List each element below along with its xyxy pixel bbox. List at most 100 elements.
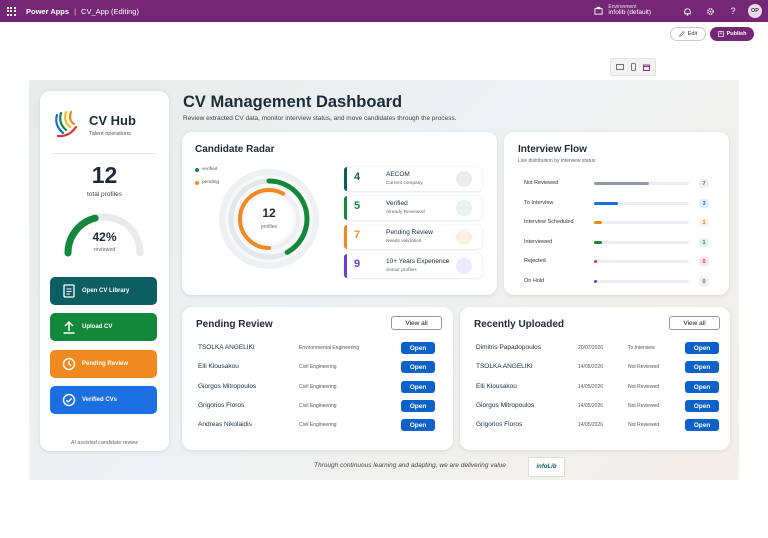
calendar-view-button[interactable]	[642, 63, 651, 72]
environment-icon	[594, 6, 603, 17]
edit-button[interactable]: Edit	[670, 27, 706, 41]
sidebar-subtitle: Talent operations	[89, 131, 131, 137]
help-icon: ?	[730, 6, 736, 16]
bell-icon	[683, 7, 691, 16]
flow-row-label: On Hold	[524, 278, 545, 284]
stat-pending-value: 7	[354, 229, 361, 241]
help-button[interactable]: ?	[722, 0, 744, 22]
flow-row-bar	[594, 202, 618, 205]
stat-card-aecom[interactable]: 4 AECOM Current company	[344, 167, 482, 191]
publish-icon	[717, 31, 724, 37]
stat-experience-sub: Senior profiles	[386, 268, 417, 273]
stat-pending-accent	[344, 225, 347, 249]
upload-date: 14/05/2026	[578, 422, 604, 428]
verified-cvs-button[interactable]: Verified CVs	[50, 386, 157, 414]
candidate-name: Grigorios Floros	[476, 421, 523, 428]
flow-row: Interview Scheduled 1	[524, 218, 714, 228]
waffle-icon	[6, 6, 16, 16]
flow-row-track	[594, 260, 689, 263]
tablet-view-button[interactable]	[615, 63, 624, 72]
calendar-icon	[642, 64, 650, 71]
stat-aecom-indicator	[456, 171, 472, 187]
product-name[interactable]: Power Apps	[26, 6, 70, 16]
open-button[interactable]: Open	[685, 361, 719, 373]
pending-review-button[interactable]: Pending Review	[50, 350, 157, 378]
open-button[interactable]: Open	[401, 419, 435, 431]
open-button[interactable]: Open	[685, 419, 719, 431]
upload-icon	[61, 319, 77, 335]
donut-pending-arc	[238, 188, 300, 250]
flow-row-count: 0	[699, 277, 709, 286]
open-cv-library-label: Open CV Library	[82, 288, 130, 294]
pending-view-all-button[interactable]: View all	[391, 316, 442, 330]
user-avatar[interactable]: OP	[748, 4, 762, 18]
stat-card-pending[interactable]: 7 Pending Review Needs validation	[344, 225, 482, 249]
flow-row-bar	[594, 241, 602, 244]
interview-status: Not Reviewed	[628, 403, 660, 409]
stat-experience-indicator	[456, 258, 472, 274]
open-button[interactable]: Open	[685, 381, 719, 393]
reviewed-percent: 42%	[92, 230, 117, 244]
open-cv-library-button[interactable]: Open CV Library	[50, 277, 157, 305]
open-button[interactable]: Open	[401, 381, 435, 393]
app-launcher-button[interactable]	[0, 0, 22, 22]
page-subtitle: Review extracted CV data, monitor interv…	[183, 115, 457, 122]
flow-row-bar	[594, 182, 649, 185]
recent-view-all-button[interactable]: View all	[669, 316, 720, 330]
open-button[interactable]: Open	[401, 361, 435, 373]
flow-row-count: 1	[699, 218, 709, 227]
phone-icon	[630, 63, 636, 71]
stat-aecom-sub: Current company	[386, 181, 423, 186]
flow-row-label: To Interview	[524, 200, 554, 206]
interview-flow-title: Interview Flow	[518, 144, 587, 155]
flow-row: Rejected 0	[524, 257, 714, 267]
app-title: CV_App (Editing)	[81, 6, 139, 16]
open-button[interactable]: Open	[685, 342, 719, 354]
stat-experience-accent	[344, 254, 347, 278]
reviewed-gauge-fill	[64, 213, 144, 257]
open-button[interactable]: Open	[685, 400, 719, 412]
table-row: TSOLKA ANGELIKI Environmental Engineering…	[182, 342, 453, 354]
flow-row-label: Interviewed	[524, 239, 553, 245]
flow-row-track	[594, 202, 689, 205]
stat-verified-label: Verified	[386, 200, 408, 207]
flow-row-count: 7	[699, 179, 709, 188]
pencil-icon	[678, 31, 685, 37]
phone-view-button[interactable]	[629, 63, 638, 72]
candidate-name: Dimitris Papadopoulos	[476, 344, 542, 351]
candidate-name: Elli Klousakou	[476, 383, 517, 390]
environment-picker[interactable]: Environment infolib (default)	[594, 4, 651, 17]
open-button[interactable]: Open	[401, 400, 435, 412]
notifications-button[interactable]	[676, 0, 698, 22]
stat-card-experience[interactable]: 9 10+ Years Experience Senior profiles	[344, 254, 482, 278]
publish-button[interactable]: Publish	[710, 27, 754, 41]
stat-verified-sub: Already Reviewed	[386, 210, 425, 215]
check-circle-icon	[61, 392, 77, 408]
table-row: Elli Klousakou 14/05/2026 Not Reviewed Open	[460, 381, 730, 393]
gear-icon	[706, 7, 714, 15]
cv-hub-logo	[55, 110, 78, 138]
stat-card-verified[interactable]: 5 Verified Already Reviewed	[344, 196, 482, 220]
recently-uploaded-title: Recently Uploaded	[474, 319, 565, 330]
flow-row-track	[594, 182, 689, 185]
interview-status: Not Reviewed	[628, 384, 660, 390]
open-button[interactable]: Open	[401, 342, 435, 354]
stat-pending-indicator	[456, 229, 472, 245]
candidate-name: Elli Klousakou	[198, 363, 239, 370]
candidate-name: Andreas Nikolaidis	[198, 421, 252, 428]
upload-date: 14/05/2026	[578, 384, 604, 390]
upload-cv-button[interactable]: Upload CV	[50, 313, 157, 341]
upload-date: 14/05/2026	[578, 403, 604, 409]
interview-flow-card: Interview Flow Live distribution by inte…	[504, 132, 729, 295]
flow-row-track	[594, 241, 689, 244]
stat-pending-label: Pending Review	[386, 229, 433, 236]
settings-button[interactable]	[699, 0, 721, 22]
pending-review-title: Pending Review	[196, 319, 273, 330]
flow-row-track	[594, 221, 689, 224]
interview-status: Not Reviewed	[628, 422, 660, 428]
candidate-name: Grigorios Floros	[198, 402, 245, 409]
flow-row-count: 0	[699, 257, 709, 266]
stat-verified-accent	[344, 196, 347, 220]
publish-label: Publish	[726, 31, 747, 37]
flow-row: On Hold 0	[524, 277, 714, 287]
